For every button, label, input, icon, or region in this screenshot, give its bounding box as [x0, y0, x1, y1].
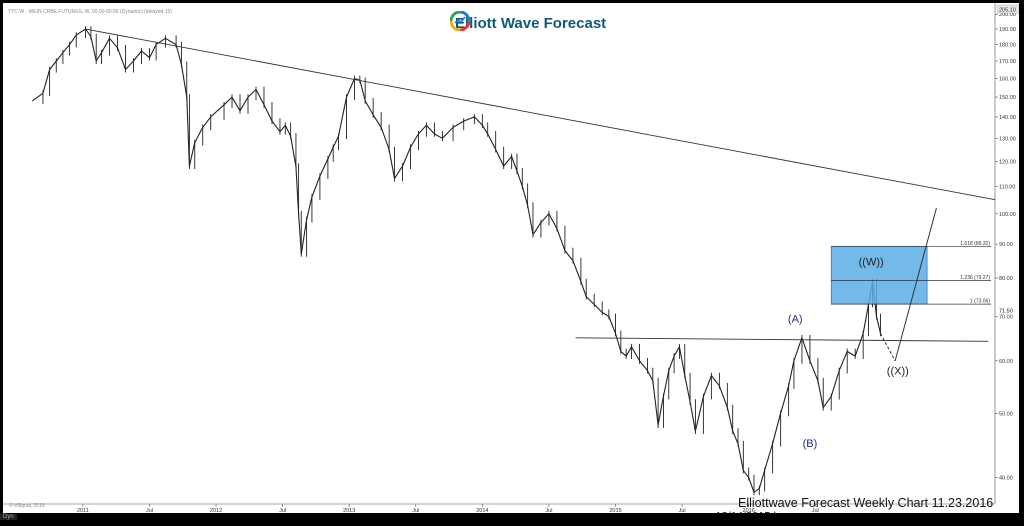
time-tick-label: Jul	[679, 508, 686, 513]
time-tick-label: 2016	[743, 508, 755, 513]
time-tick-label: Jul	[412, 508, 419, 513]
price-tick-label: 190.00	[999, 27, 1016, 33]
price-tick-label: 50.00	[999, 411, 1013, 417]
fib-level-label: 1 (73.06)	[970, 299, 990, 305]
price-tick-label: 80.00	[999, 276, 1013, 282]
last-price-label: 205.10	[999, 8, 1016, 14]
price-tick-label: 100.00	[999, 212, 1016, 218]
time-tick-label: Jul	[812, 508, 819, 513]
time-tick-label: 2015	[609, 508, 621, 513]
price-tick-label: 60.00	[999, 359, 1013, 365]
last-price-box	[996, 4, 1019, 14]
price-tick-label: 70.00	[999, 314, 1013, 320]
price-tick-label: 140.00	[999, 115, 1016, 121]
logo: Elliott Wave Forecast	[450, 11, 606, 35]
time-tick-label: Jul	[545, 508, 552, 513]
price-tick-label: 130.00	[999, 136, 1016, 142]
fib-level-label: 1.618 (89.32)	[960, 241, 990, 247]
target-box	[830, 245, 928, 305]
symbol-header: TYC W · WEIN CRBE FUTURES, W, 00:00-00:0…	[8, 9, 172, 15]
wave-label: ((W))	[859, 257, 884, 269]
time-tick-label: Jul	[279, 508, 286, 513]
price-tick-label: 200.00	[999, 12, 1016, 18]
price-tick-label: 170.00	[999, 59, 1016, 65]
fib-level-label: 1.236 (79.27)	[960, 275, 990, 281]
dyn-button[interactable]: Dyn	[0, 514, 17, 520]
low-annotation: 12/14/2015 low	[715, 510, 790, 513]
projection-line	[894, 207, 937, 361]
chart-caption: Elliottwave Forecast Weekly Chart 11.23.…	[738, 496, 994, 510]
upper-trendline	[85, 28, 996, 201]
price-series	[31, 28, 882, 493]
current-price-label: 71.50	[999, 308, 1013, 314]
price-tick-label: 110.00	[999, 184, 1015, 190]
horizontal-trendline	[575, 337, 989, 342]
esignal-credit: © eSignal, 2016	[9, 503, 45, 509]
price-tick-label: 150.00	[999, 95, 1016, 101]
chart-panel: 40.00 50.00 60.00 70.00 80.00 90.00 100.00 110.…	[3, 3, 1019, 513]
price-axis	[995, 3, 1019, 513]
price-tick-label: 160.00	[999, 76, 1016, 82]
wave-label: (B)	[803, 438, 818, 450]
price-tick-label: 40.00	[999, 476, 1013, 482]
time-tick-label: 2013	[343, 508, 355, 513]
logo-text: Elliott Wave Forecast	[455, 14, 607, 32]
price-tick-label: 180.00	[999, 43, 1016, 49]
logo-icon	[450, 11, 470, 31]
price-tick-label: 120.00	[999, 159, 1016, 165]
time-tick-label: Jul	[146, 508, 153, 513]
wave-label: (A)	[788, 314, 803, 326]
projection-dashed	[880, 333, 896, 362]
price-tick-label: 90.00	[999, 242, 1013, 248]
time-tick-label: 2014	[476, 508, 488, 513]
wave-label: ((X))	[887, 366, 909, 378]
time-tick-label: 2012	[210, 508, 222, 513]
price-chart[interactable]: 40.00 50.00 60.00 70.00 80.00 90.00 100.00 110.…	[3, 3, 1019, 513]
time-tick-label: 2011	[77, 508, 89, 513]
